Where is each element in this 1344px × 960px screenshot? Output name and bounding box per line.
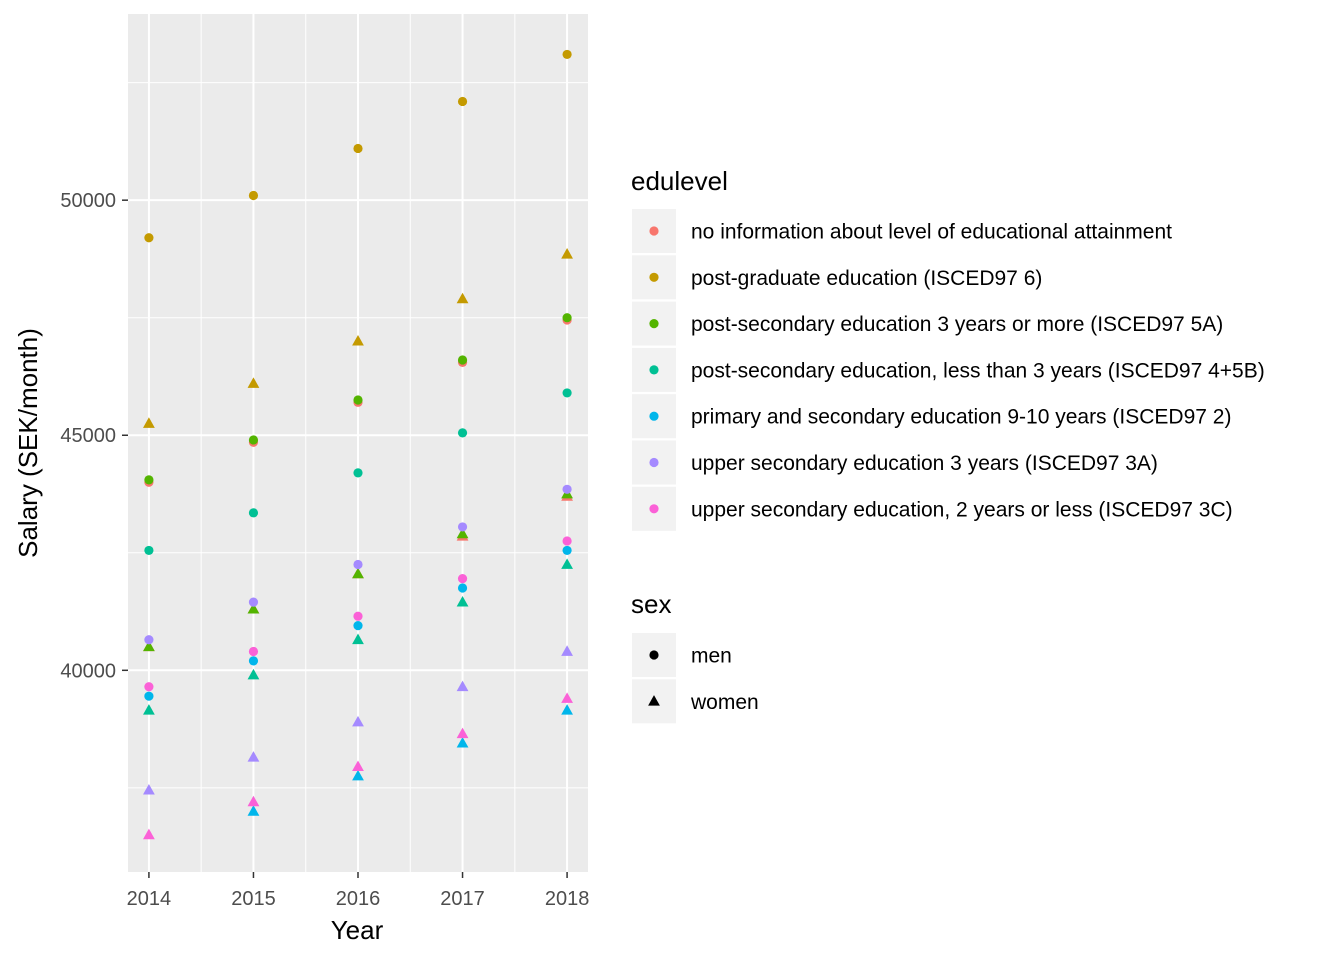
point-men (457, 355, 468, 365)
point-women (247, 602, 260, 614)
point-men (562, 313, 572, 323)
legend-label-edulevel: post-secondary education 3 years or more… (691, 313, 1223, 336)
legend-label-edulevel: upper secondary education, 2 years or le… (691, 498, 1233, 521)
legend-label-sex: women (690, 691, 759, 714)
point-men (248, 190, 259, 201)
legend-key-sex (648, 695, 660, 706)
point-women (247, 795, 260, 807)
y-axis-title: Salary (SEK/month) (13, 328, 43, 558)
point-men (144, 682, 154, 692)
point-women (561, 704, 573, 715)
data-points (143, 49, 573, 840)
point-men (457, 574, 468, 584)
point-men (248, 508, 259, 518)
x-tick-label: 2015 (231, 888, 276, 910)
legend-label-edulevel: no information about level of educationa… (691, 221, 1172, 244)
legend-label-edulevel: primary and secondary education 9-10 yea… (691, 406, 1231, 429)
point-women (247, 668, 260, 680)
y-tick-label: 50000 (60, 190, 116, 212)
point-women (456, 680, 469, 692)
x-tick-label: 2017 (440, 888, 485, 910)
point-women (456, 292, 469, 304)
legend-key-edulevel (649, 226, 659, 236)
point-women (456, 727, 469, 739)
point-women (352, 769, 364, 781)
point-women (352, 335, 364, 346)
point-women (247, 805, 260, 816)
point-men (248, 646, 259, 657)
point-women (143, 828, 155, 840)
axes: 2014 2015 2016 2017 2018 40000 45000 50000 (60, 190, 589, 910)
point-women (456, 595, 469, 607)
point-men (353, 143, 363, 154)
y-tick-label: 40000 (60, 660, 116, 682)
point-women (352, 760, 364, 772)
point-women (561, 248, 573, 259)
x-tick-label: 2014 (127, 888, 172, 910)
point-women (247, 377, 260, 388)
point-women (561, 558, 573, 569)
point-men (562, 388, 572, 398)
point-men (562, 49, 572, 60)
point-men (353, 468, 363, 478)
point-men (457, 522, 468, 532)
point-men (562, 536, 572, 546)
legend-key-edulevel (649, 411, 659, 421)
x-tick-label: 2018 (545, 888, 590, 910)
legend-key-edulevel (649, 365, 659, 375)
legend-label-edulevel: upper secondary education 3 years (ISCED… (691, 452, 1158, 475)
legend-key-edulevel (649, 319, 659, 329)
point-men (353, 621, 363, 631)
point-men (144, 635, 154, 645)
legend: edulevel sex no information about level … (631, 166, 1265, 724)
x-axis-title: Year (331, 915, 384, 945)
x-tick-label: 2016 (336, 888, 381, 910)
point-women (456, 736, 469, 748)
point-women (143, 640, 155, 652)
point-men (144, 475, 154, 485)
legend-label-sex: men (691, 645, 732, 668)
point-men (562, 484, 572, 494)
point-men (144, 233, 154, 243)
point-men (144, 691, 154, 701)
point-men (457, 583, 468, 593)
point-women (352, 633, 364, 645)
point-men (144, 545, 154, 556)
point-women (561, 645, 573, 656)
legend-title-sex: sex (631, 589, 671, 619)
legend-label-edulevel: post-secondary education, less than 3 ye… (691, 359, 1265, 382)
point-men (353, 611, 363, 621)
legend-key-sex (649, 650, 659, 660)
point-men (562, 545, 572, 556)
legend-key-edulevel (649, 457, 659, 468)
point-women (352, 715, 364, 727)
point-men (248, 435, 259, 445)
point-men (353, 559, 363, 570)
y-tick-label: 45000 (60, 425, 116, 447)
point-men (248, 597, 259, 607)
point-women (247, 751, 260, 762)
legend-title-edulevel: edulevel (631, 166, 728, 196)
point-women (352, 567, 364, 579)
point-women (143, 704, 155, 715)
point-men (457, 96, 468, 107)
point-men (248, 656, 259, 666)
legend-key-edulevel (649, 272, 659, 282)
point-women (456, 527, 469, 539)
legend-key-edulevel (649, 504, 659, 514)
point-women (143, 783, 155, 795)
legend-label-edulevel: post-graduate education (ISCED97 6) (691, 267, 1042, 290)
point-women (561, 692, 573, 703)
point-women (143, 417, 155, 428)
point-men (353, 395, 363, 405)
point-men (457, 428, 468, 438)
